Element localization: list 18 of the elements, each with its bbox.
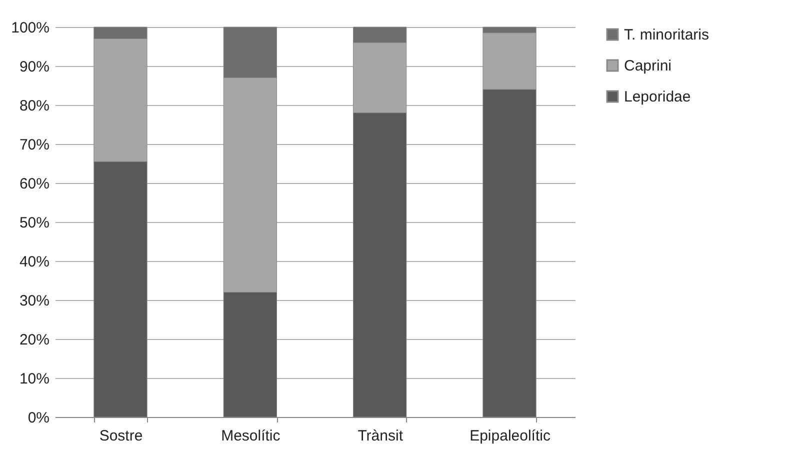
y-tick-label: 10%	[19, 370, 50, 388]
x-tick-label: Mesolític	[221, 428, 281, 444]
y-tick-label: 40%	[19, 254, 50, 270]
y-tick-label: 100%	[11, 20, 50, 36]
y-tick-label: 0%	[28, 410, 50, 426]
y-tick-label: 50%	[19, 214, 50, 232]
x-tick-label: Trànsit	[358, 428, 404, 444]
y-tick-label: 20%	[19, 332, 50, 348]
y-tick-label: 30%	[19, 292, 50, 310]
x-tick-label: Epipaleolític	[470, 428, 551, 444]
y-tick-label: 80%	[19, 98, 50, 114]
legend-label: Leporidae	[624, 88, 691, 106]
y-tick-label: 70%	[19, 136, 50, 154]
legend-label: Caprini	[624, 58, 672, 74]
legend-label: T. minoritaris	[624, 26, 710, 44]
y-tick-label: 60%	[19, 176, 50, 192]
x-tick-label: Sostre	[99, 428, 143, 444]
y-tick-label: 90%	[19, 58, 50, 76]
